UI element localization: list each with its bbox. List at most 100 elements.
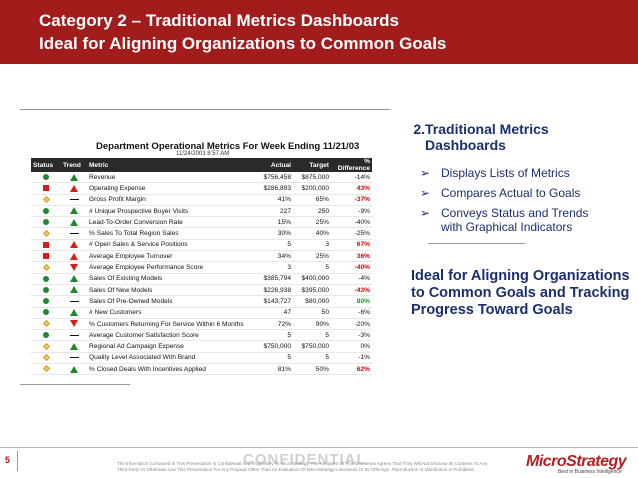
table-row: Average Employee Performance Score 3 5 -40% <box>31 261 372 274</box>
confidential-watermark: CONFIDENTIAL <box>243 451 367 468</box>
status-cell <box>31 182 61 195</box>
table-row: Sales Of Existing Models $385,794 $400,000… <box>31 273 372 285</box>
percent-difference: 62% <box>331 363 372 376</box>
actual-value: 34% <box>251 250 293 263</box>
target-value: 250 <box>293 205 331 218</box>
percent-difference: -6% <box>331 307 372 319</box>
trend-cell <box>61 340 87 353</box>
percent-difference: -20% <box>331 318 372 331</box>
target-value: $875,000 <box>293 172 331 184</box>
percent-difference: -43% <box>331 284 372 297</box>
arrow-bullet-icon: ➢ <box>420 206 431 220</box>
logo-tagline: Best in Business Intelligence <box>558 469 622 475</box>
percent-difference: 80% <box>331 295 372 308</box>
divider-top <box>20 109 390 110</box>
page-number: 5 <box>5 455 11 465</box>
dashboard-title: Department Operational Metrics For Week … <box>96 141 360 152</box>
table-row: Quality Level Associated With Brand 5 5 -1% <box>31 352 372 365</box>
trend-cell <box>61 284 87 297</box>
trend-cell <box>61 352 87 365</box>
table-row: # Open Sales & Service Positions 5 3 67% <box>31 239 372 252</box>
trend-cell <box>61 295 87 308</box>
metric-name: Average Employee Performance Score <box>87 261 251 274</box>
trend-cell <box>61 194 87 206</box>
status-cell <box>31 216 61 229</box>
target-value: $750,000 <box>293 340 331 353</box>
section-heading-line2: Dashboards <box>425 137 506 153</box>
flat-trend-icon <box>69 357 79 359</box>
status-cell <box>31 284 61 297</box>
target-value: $400,000 <box>293 273 331 285</box>
green-up-arrow-icon <box>70 218 78 226</box>
flat-trend-icon <box>69 232 79 234</box>
footer-divider <box>0 447 638 448</box>
target-value: 5 <box>293 352 331 365</box>
slide-title: Category 2 – Traditional Metrics Dashboa… <box>39 11 399 30</box>
actual-value: 5 <box>251 352 293 365</box>
status-cell <box>31 295 61 308</box>
green-up-arrow-icon <box>70 365 78 373</box>
bullet-text: Compares Actual to Goals <box>441 186 581 200</box>
red-up-arrow-icon <box>70 241 78 249</box>
legal-disclaimer: The Information Contained In This Presen… <box>117 461 488 472</box>
column-header: Target <box>293 158 331 172</box>
page-number-divider <box>17 451 18 471</box>
flat-trend-icon <box>69 198 79 200</box>
metric-name: Operating Expense <box>87 182 251 195</box>
metric-name: Regional Ad Campaign Expense <box>87 340 251 353</box>
table-row: % Sales To Total Region Sales 30% 40% -25% <box>31 227 372 240</box>
trend-cell <box>61 205 87 218</box>
metric-name: Revenue <box>87 172 251 184</box>
trend-cell <box>61 261 87 274</box>
section-heading: 2.Traditional Metrics Dashboards <box>404 121 548 153</box>
green-circle-icon <box>43 298 49 305</box>
microstrategy-logo: MicroStrategy <box>526 453 627 470</box>
status-cell <box>31 172 61 184</box>
metric-name: Sales Of Pre-Owned Models <box>87 295 251 308</box>
status-cell <box>31 250 61 263</box>
green-up-arrow-icon <box>70 173 78 181</box>
column-header: % Difference <box>331 158 372 172</box>
green-circle-icon <box>43 309 49 316</box>
table-row: % Closed Deals With Incentives Applied 81… <box>31 363 372 376</box>
target-value: 3 <box>293 239 331 252</box>
actual-value: 15% <box>251 216 293 229</box>
percent-difference: -14% <box>331 172 372 184</box>
metric-name: Quality Level Associated With Brand <box>87 352 251 365</box>
table-row: Operating Expense $286,893 $200,000 43% <box>31 182 372 195</box>
flat-trend-icon <box>69 334 79 336</box>
status-cell <box>31 194 61 206</box>
green-circle-icon <box>43 332 49 339</box>
status-cell <box>31 273 61 285</box>
bullet-list: ➢ Displays Lists of Metrics ➢ Compares A… <box>420 166 611 240</box>
percent-difference: 67% <box>331 239 372 252</box>
status-cell <box>31 239 61 252</box>
trend-cell <box>61 318 87 331</box>
trend-cell <box>61 172 87 184</box>
green-up-arrow-icon <box>70 207 78 215</box>
actual-value: $750,000 <box>251 340 293 353</box>
green-circle-icon <box>43 219 49 226</box>
table-header-row: Status Trend Metric Actual Target % Diff… <box>31 158 372 172</box>
metric-name: Average Customer Satisfaction Score <box>87 329 251 342</box>
target-value: 50 <box>293 307 331 319</box>
table-row: Sales Of New Models $226,938 $395,000 -43% <box>31 284 372 297</box>
target-value: 90% <box>293 318 331 331</box>
metric-name: Sales Of Existing Models <box>87 273 251 285</box>
green-up-arrow-icon <box>70 342 78 350</box>
dashboard-date: 11/24/2003 8:57 AM <box>176 151 230 157</box>
yellow-diamond-icon <box>42 354 50 362</box>
red-square-icon <box>43 252 49 259</box>
actual-value: 30% <box>251 227 293 240</box>
table-row: Gross Profit Margin 41% 65% -37% <box>31 194 372 206</box>
status-cell <box>31 329 61 342</box>
divider-bottom <box>20 384 130 385</box>
actual-value: $756,458 <box>251 172 293 184</box>
status-cell <box>31 318 61 331</box>
arrow-bullet-icon: ➢ <box>420 186 431 200</box>
target-value: 5 <box>293 261 331 274</box>
yellow-diamond-icon <box>42 195 50 204</box>
slide-subtitle: Ideal for Aligning Organizations to Comm… <box>39 34 447 53</box>
bullet-text: Displays Lists of Metrics <box>441 166 570 180</box>
actual-value: $286,893 <box>251 182 293 195</box>
